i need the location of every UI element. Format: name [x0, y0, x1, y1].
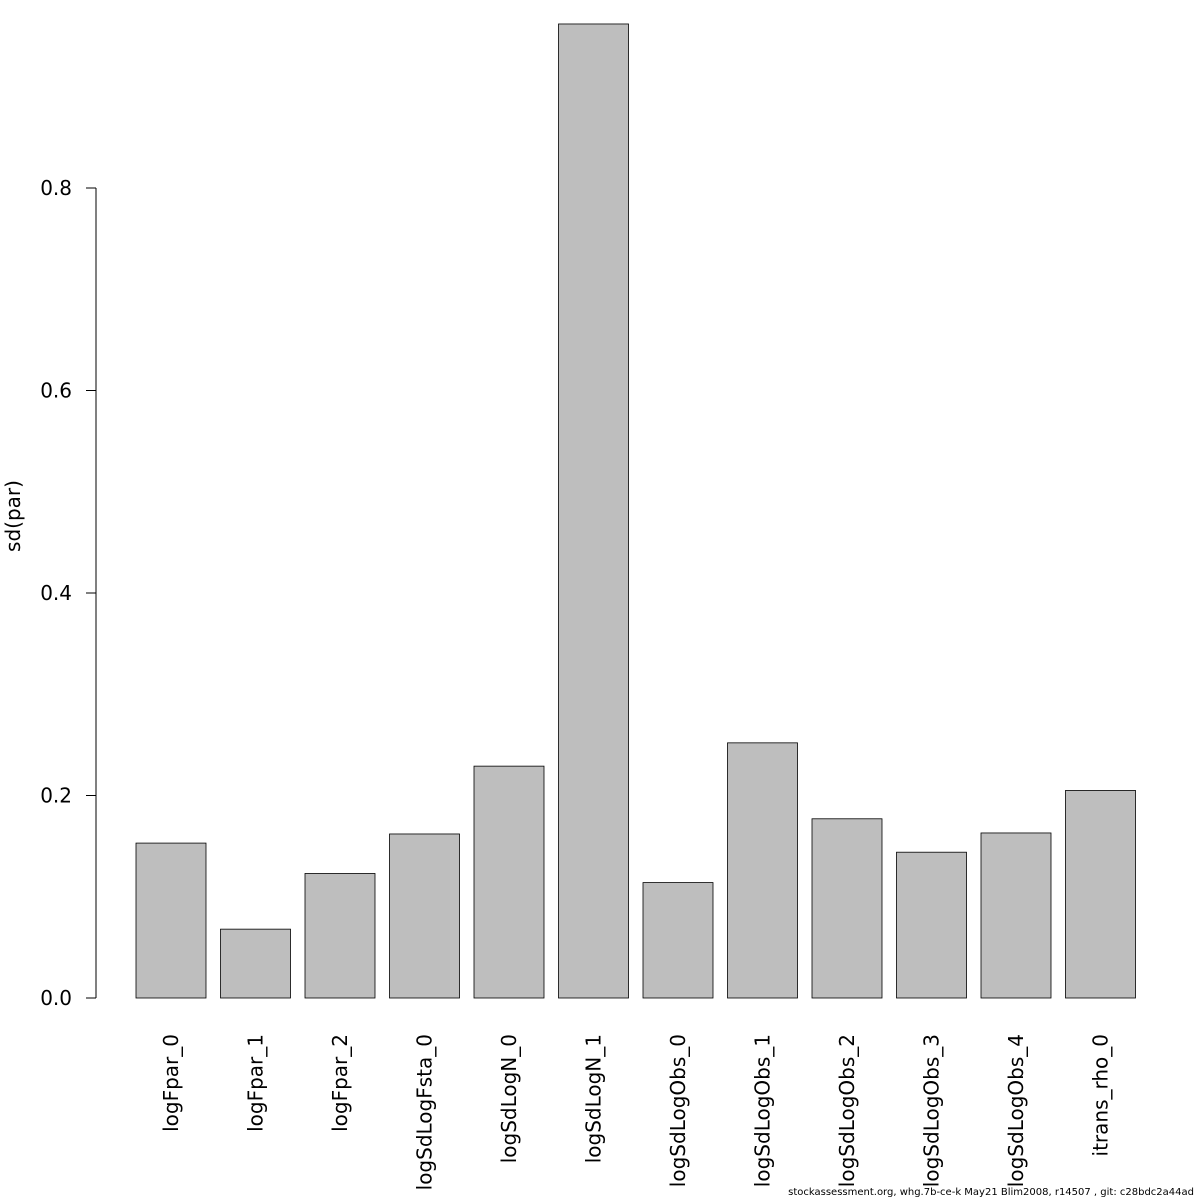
x-tick-label: logSdLogN_0 — [497, 1034, 521, 1163]
x-tick-label: logFpar_2 — [328, 1034, 352, 1132]
bar-logSdLogObs_3 — [896, 851, 967, 999]
y-tick-label: 0.8 — [40, 176, 72, 200]
bar-logSdLogObs_2 — [811, 818, 883, 999]
x-tick-label: logSdLogObs_1 — [751, 1034, 775, 1187]
bar-logFpar_2 — [304, 873, 376, 999]
bar-logSdLogObs_1 — [727, 742, 798, 999]
bar-logSdLogObs_4 — [980, 832, 1052, 999]
y-tick-label: 0.6 — [40, 379, 72, 403]
y-axis-label: sd(par) — [1, 480, 25, 552]
bar-logSdLogN_0 — [473, 765, 545, 999]
bar-logFpar_0 — [135, 842, 207, 999]
x-tick-label: itrans_rho_0 — [1089, 1034, 1113, 1156]
x-tick-label: logSdLogN_1 — [582, 1034, 606, 1163]
x-tick-label: logSdLogObs_0 — [666, 1034, 690, 1187]
y-tick-label: 0.4 — [40, 581, 72, 605]
bar-logSdLogFsta_0 — [389, 833, 460, 999]
bar-itrans_rho_0 — [1065, 790, 1136, 999]
x-axis-labels: logFpar_0 logFpar_1 logFpar_2 logSdLogFsta_… — [159, 1034, 1113, 1190]
x-tick-label: logSdLogObs_4 — [1004, 1034, 1028, 1187]
x-tick-label: logSdLogObs_3 — [920, 1034, 944, 1187]
bars — [135, 23, 1136, 999]
x-tick-label: logSdLogObs_2 — [835, 1034, 859, 1187]
y-axis: 0.0 0.2 0.4 0.6 0.8 — [40, 176, 97, 1010]
x-tick-label: logSdLogFsta_0 — [413, 1034, 437, 1190]
bar-logSdLogObs_0 — [642, 882, 714, 999]
bar-logSdLogN_1 — [558, 23, 629, 999]
x-tick-label: logFpar_0 — [159, 1034, 183, 1132]
footer-note: stockassessment.org, whg.7b-ce-k May21 B… — [788, 1187, 1194, 1198]
y-tick-label: 0.0 — [40, 986, 72, 1010]
y-tick-label: 0.2 — [40, 784, 72, 808]
bar-logFpar_1 — [220, 928, 291, 999]
x-tick-label: logFpar_1 — [244, 1034, 268, 1132]
